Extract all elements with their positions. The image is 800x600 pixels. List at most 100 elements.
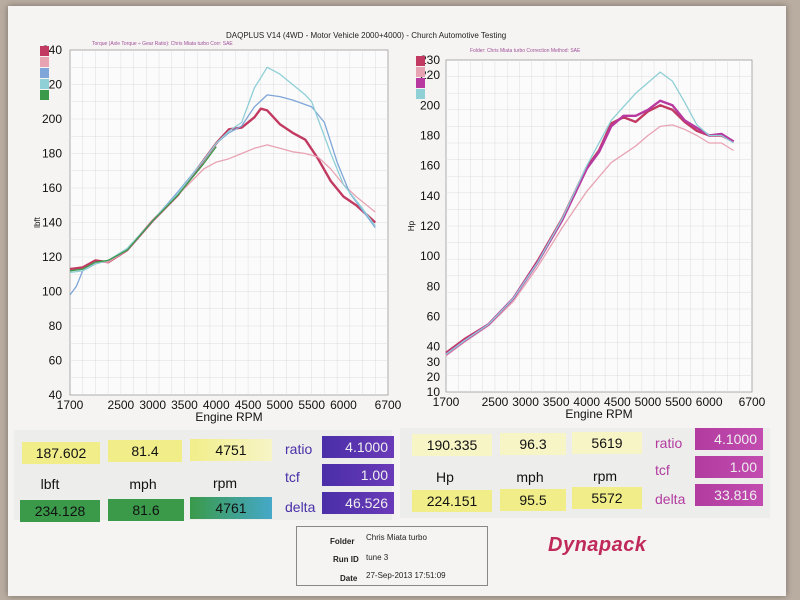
right-tcf-value: 1.00 [695,456,763,478]
x-tick-label: 4000 [203,398,230,412]
x-tick-label: 3500 [543,395,570,409]
legend-swatch [40,68,49,78]
y-tick-label: 40 [49,388,63,402]
y-tick-label: 100 [420,249,440,263]
legend-swatch [40,79,49,89]
right-ratio-value: 4.1000 [695,428,763,450]
y-tick-label: 60 [427,310,441,324]
y-tick-label: 200 [420,98,440,112]
x-tick-label: 3500 [171,398,198,412]
y-tick-label: 120 [420,219,440,233]
legend-swatch [40,90,49,100]
y-tick-label: 160 [420,159,440,173]
legend-swatch [40,57,49,67]
left-rpm-value-1: 4751 [190,439,272,461]
report-title: DAQPLUS V14 (4WD - Motor Vehicle 2000+40… [226,31,507,40]
y-tick-label: 140 [42,216,62,230]
x-tick-label: 5500 [298,398,325,412]
left-delta-label: delta [285,499,316,515]
y-tick-label: 180 [42,147,62,161]
folder-value: Chris Miata turbo [366,533,427,542]
x-tick-label: 3000 [512,395,539,409]
run-id-label: Run ID [333,555,359,564]
x-tick-label: 6700 [375,398,402,412]
right-ratio-label: ratio [655,435,683,451]
left-mph-value-1: 81.4 [108,440,182,462]
series-line-green [69,146,217,272]
right-mph-value-1: 96.3 [500,433,566,455]
chart-1: 1700 2500 3000 3500 4000 4500 5000 5500 6000 6700… [33,43,402,424]
y-tick-label: 10 [427,385,441,399]
x-tick-label: 4500 [604,395,631,409]
y-tick-label: 230 [420,53,440,67]
x-axis-label: Engine RPM [195,410,262,424]
left-lbft-label: lbft [40,476,60,492]
series-line-cyan [69,66,376,274]
folder-label: Folder [330,537,355,546]
left-tcf-value: 1.00 [322,464,394,486]
right-hp-value-1: 190.335 [412,434,492,456]
y-tick-label: 100 [42,285,62,299]
left-lbft-value-2: 234.128 [20,500,100,522]
right-rpm-value-2: 5572 [572,487,642,509]
left-mph-value-2: 81.6 [108,499,184,521]
series-line-pink [69,144,376,272]
y-tick-label: 30 [427,355,441,369]
legend-swatch [416,67,425,77]
right-hp-value-2: 224.151 [412,490,492,512]
y-tick-label: 40 [427,340,441,354]
left-rpm-value-2: 4761 [190,497,272,519]
right-delta-label: delta [655,491,686,507]
date-value: 27-Sep-2013 17:51:09 [366,571,446,580]
y-tick-label: 80 [49,319,63,333]
right-subtitle: Folder: Chris Miata turbo Correction Met… [470,48,581,54]
run-info-box [296,526,488,586]
x-tick-label: 5000 [635,395,662,409]
y-tick-label: 60 [49,354,63,368]
y-tick-label: 20 [427,370,441,384]
right-tcf-label: tcf [655,462,670,478]
legend-swatch [416,89,425,99]
left-ratio-label: ratio [285,441,313,457]
y-tick-label: 160 [42,181,62,195]
x-tick-label: 1700 [57,398,84,412]
x-axis-label: Engine RPM [565,407,632,421]
legend-swatch [40,46,49,56]
left-delta-value: 46.526 [322,492,394,514]
series-line-pink [445,124,734,357]
dynapack-logo: Dynapack [548,534,647,556]
right-mph-value-2: 95.5 [500,489,566,511]
left-lbft-value-1: 187.602 [22,442,100,464]
legend-swatch [416,56,425,66]
x-tick-label: 6000 [330,398,357,412]
y-axis-label: Hp [407,220,416,231]
x-tick-label: 3000 [139,398,166,412]
chart-2: 1700 2500 3000 3500 4000 4500 5000 5500 6000 6700… [407,53,766,421]
right-delta-value: 33.816 [695,484,763,506]
x-tick-label: 6000 [696,395,723,409]
x-tick-label: 2500 [482,395,509,409]
x-tick-label: 4000 [573,395,600,409]
right-rpm-label: rpm [592,468,618,484]
right-hp-label: Hp [436,469,454,485]
y-tick-label: 120 [42,250,62,264]
y-tick-label: 180 [420,128,440,142]
y-tick-label: 220 [420,68,440,82]
left-subtitle: Torque (Axle Torque ÷ Gear Ratio): Chris… [92,41,233,47]
x-tick-label: 1700 [433,395,460,409]
series-line-cyan [445,71,734,355]
y-tick-label: 80 [427,279,441,293]
y-axis-label: lbft [33,216,42,227]
left-ratio-value: 4.1000 [322,436,394,458]
y-tick-label: 140 [420,189,440,203]
left-rpm-label: rpm [212,475,238,491]
x-tick-label: 2500 [108,398,135,412]
x-tick-label: 4500 [235,398,262,412]
date-label: Date [340,574,358,583]
run-id-value: tune 3 [366,553,389,562]
y-tick-label: 200 [42,112,62,126]
x-tick-label: 5000 [267,398,294,412]
left-tcf-label: tcf [285,469,300,485]
left-mph-label: mph [129,476,157,492]
